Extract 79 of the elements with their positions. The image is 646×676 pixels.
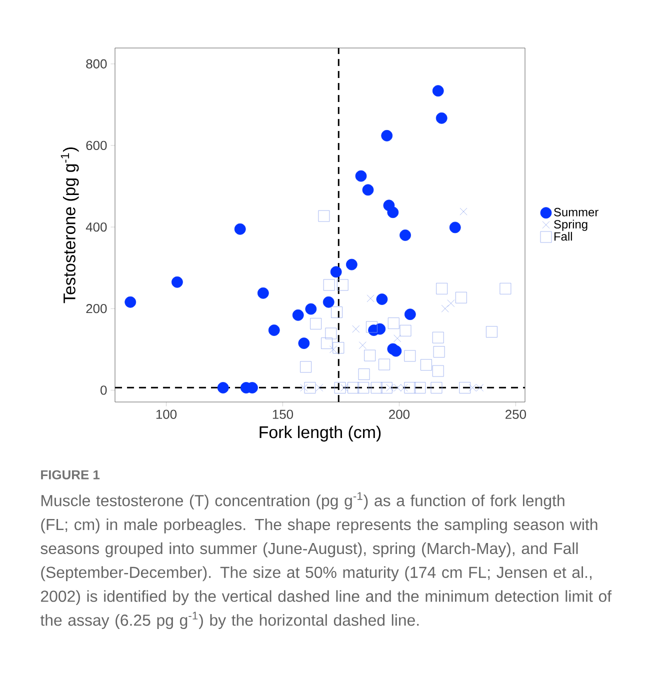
point xyxy=(447,300,455,308)
y-tick-label: 200 xyxy=(86,304,107,314)
point xyxy=(318,210,330,222)
point xyxy=(366,321,378,333)
point xyxy=(460,208,468,216)
point xyxy=(268,324,280,336)
point xyxy=(316,384,324,392)
legend-label: Summer xyxy=(554,208,598,216)
point xyxy=(300,384,308,392)
y-axis-title: Testosterone (pg g$^{-1}$) xyxy=(60,148,79,304)
caption: FIGURE 1 xyxy=(41,470,100,480)
point xyxy=(387,206,399,218)
point xyxy=(298,338,310,349)
point xyxy=(355,170,367,182)
point xyxy=(304,382,316,394)
point xyxy=(404,350,416,362)
point xyxy=(323,279,335,291)
point xyxy=(364,350,376,362)
x-tick-label: 150 xyxy=(272,410,294,419)
point xyxy=(394,334,402,342)
point xyxy=(292,309,304,321)
point xyxy=(400,324,412,336)
point xyxy=(378,358,390,370)
point xyxy=(432,85,444,97)
point xyxy=(449,222,461,234)
point xyxy=(433,346,445,358)
point xyxy=(234,223,246,235)
legend-label: Spring xyxy=(554,220,588,231)
point xyxy=(332,342,344,354)
point xyxy=(124,296,136,308)
point xyxy=(322,296,334,308)
point xyxy=(404,308,416,320)
point xyxy=(432,365,444,377)
x-axis-title: Fork length (cm) xyxy=(260,426,381,442)
point xyxy=(370,382,382,394)
point xyxy=(404,382,416,394)
point xyxy=(305,303,317,315)
point xyxy=(436,282,448,294)
point xyxy=(414,382,426,394)
point xyxy=(300,361,312,373)
y-tick-label: 600 xyxy=(86,140,107,150)
x-tick-label: 100 xyxy=(156,410,177,419)
y-tick-label: 0 xyxy=(100,386,107,395)
point xyxy=(441,304,449,312)
point xyxy=(325,328,337,340)
point xyxy=(310,318,322,330)
point xyxy=(352,325,360,333)
point xyxy=(390,345,402,357)
point xyxy=(330,266,342,278)
legend-label: Fall xyxy=(554,232,572,241)
point xyxy=(358,342,366,350)
point xyxy=(455,292,467,304)
point xyxy=(358,368,370,380)
point xyxy=(376,294,388,305)
point xyxy=(358,382,370,394)
point xyxy=(346,258,358,270)
point xyxy=(172,276,183,288)
point xyxy=(336,279,348,291)
point xyxy=(420,359,432,371)
point xyxy=(459,382,471,394)
y-tick-label: 400 xyxy=(86,222,107,232)
point xyxy=(388,318,400,329)
y-tick-label: 800 xyxy=(86,59,107,68)
point xyxy=(362,184,374,196)
point xyxy=(217,382,229,394)
point xyxy=(374,323,386,335)
point xyxy=(436,112,448,124)
point xyxy=(486,326,498,338)
point xyxy=(500,282,512,294)
point xyxy=(432,332,444,344)
point xyxy=(381,130,393,142)
point xyxy=(330,346,338,354)
point xyxy=(366,294,374,302)
x-tick-label: 250 xyxy=(506,410,526,419)
point xyxy=(257,287,269,299)
point xyxy=(400,229,411,241)
text: Muscle testosterone (T) concentration (pg g$^{-1}$) as a function of fork length (FL; cm) in male porbeagles. The shape represents the sampling season with seasons grouped into summer (June-August), spring (March-May), and Fall (September-December). The size at 50% maturity (174 cm FL; Jensen et al., 2002) is identified by the vertical dashed line and the minimum detection limit of the assay (6.25 pg g$^{-1}$) by the horizontal dashed line. xyxy=(40,492,612,629)
x-tick-label: 200 xyxy=(389,410,410,419)
point xyxy=(430,382,442,394)
